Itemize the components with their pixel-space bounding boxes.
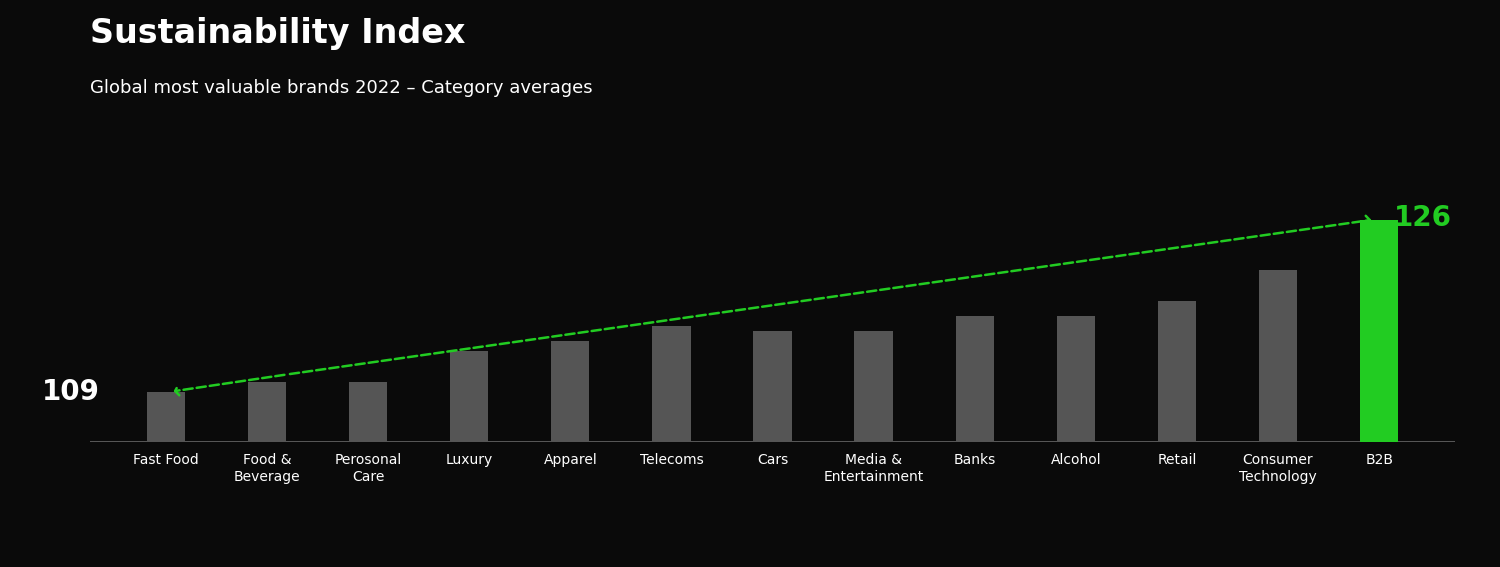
- Bar: [652, 326, 690, 442]
- Bar: [855, 331, 892, 442]
- Bar: [147, 392, 184, 442]
- Bar: [956, 316, 994, 442]
- Text: 126: 126: [1395, 204, 1452, 232]
- Bar: [1360, 219, 1398, 442]
- Text: Sustainability Index: Sustainability Index: [90, 17, 465, 50]
- Bar: [1158, 301, 1196, 442]
- Text: Global most valuable brands 2022 – Category averages: Global most valuable brands 2022 – Categ…: [90, 79, 592, 98]
- Bar: [350, 382, 387, 442]
- Bar: [550, 341, 590, 442]
- Text: 109: 109: [42, 378, 100, 405]
- Bar: [1056, 316, 1095, 442]
- Bar: [753, 331, 792, 442]
- Bar: [1258, 270, 1298, 442]
- Bar: [450, 351, 489, 442]
- Bar: [248, 382, 286, 442]
